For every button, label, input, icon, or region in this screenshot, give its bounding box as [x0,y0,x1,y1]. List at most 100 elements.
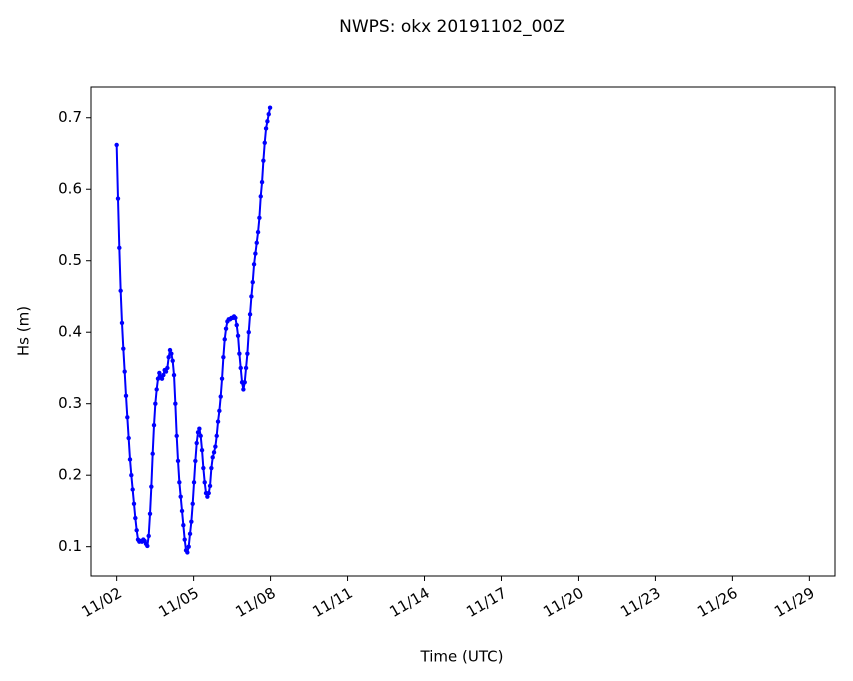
data-point [147,511,153,517]
data-point [206,490,211,496]
y-tick-label: 0.3 [58,394,82,412]
data-point [193,458,198,464]
data-point [211,450,217,455]
data-point [238,365,243,371]
data-point [234,322,239,328]
data-point [126,435,131,441]
data-point [118,288,123,293]
data-point [169,351,174,356]
data-point [214,433,219,439]
data-point [177,480,182,485]
data-point [205,494,210,499]
data-point [114,142,119,148]
data-point [163,369,169,374]
data-point [259,179,265,185]
data-point [222,337,227,342]
data-point [123,393,129,399]
data-point [221,355,226,360]
data-point [210,455,215,460]
x-tick-label: 11/17 [463,584,509,621]
data-point [127,457,133,462]
data-point [174,433,179,439]
data-point [246,330,251,335]
data-point [153,401,158,406]
data-point [217,408,222,414]
data-point [166,355,171,360]
data-point [170,358,175,364]
x-tick-label: 11/29 [771,584,817,621]
data-point [159,376,165,381]
data-point [250,279,255,285]
data-point [215,419,221,424]
data-point [133,515,138,521]
data-point [121,346,126,351]
data-point [219,376,225,381]
data-point [257,215,262,221]
x-tick-label: 11/14 [386,584,432,621]
data-point [149,484,154,489]
data-point [261,158,266,163]
data-point [266,111,271,117]
data-point [119,320,125,326]
y-tick-label: 0.6 [58,180,82,198]
data-point [195,430,201,435]
data-point [186,544,191,549]
data-point [245,351,250,356]
data-point [202,480,207,485]
data-point [178,494,183,499]
data-point [146,533,151,539]
data-point [191,480,197,485]
data-point [253,251,258,256]
data-point [233,315,238,321]
data-point [243,365,249,371]
data-point [189,519,194,524]
data-point [182,537,187,542]
data-point [150,451,155,456]
data-point [181,523,186,528]
data-point [129,472,134,478]
data-point [247,312,253,317]
plot-frame [90,86,836,577]
data-point [194,440,199,446]
data-point [131,501,137,506]
y-tick-label: 0.4 [58,323,82,341]
data-point [179,508,185,514]
x-axis-label: Time (UTC) [420,648,504,666]
data-point [197,426,202,431]
data-point [263,126,269,131]
x-tick-label: 11/23 [617,584,663,621]
y-tick-label: 0.5 [58,251,82,269]
data-point [157,370,162,376]
data-point [237,351,242,356]
data-point [134,528,139,533]
y-tick-label: 0.7 [58,108,82,126]
data-point [223,326,229,331]
x-tick-label: 11/20 [540,584,586,621]
y-axis-label: Hs (m) [15,306,33,356]
data-point [254,240,259,246]
data-point [251,262,257,267]
data-point [213,444,218,449]
x-tick-label: 11/08 [232,584,278,621]
data-point [265,119,270,124]
data-point [249,294,254,299]
x-tick-label: 11/02 [78,584,124,621]
data-line [115,107,272,554]
data-point [242,380,247,385]
data-point [130,487,135,492]
data-point [255,229,261,235]
data-point [165,365,170,371]
data-point [207,483,213,489]
data-point [175,458,181,464]
data-point [235,333,241,338]
y-tick-label: 0.1 [58,537,82,555]
data-point [145,543,150,549]
data-point [117,245,122,251]
y-tick-label: 0.2 [58,466,82,484]
data-point [258,194,263,199]
data-point [122,369,127,374]
data-point [201,465,206,471]
data-point [199,447,205,453]
data-point [267,105,273,110]
